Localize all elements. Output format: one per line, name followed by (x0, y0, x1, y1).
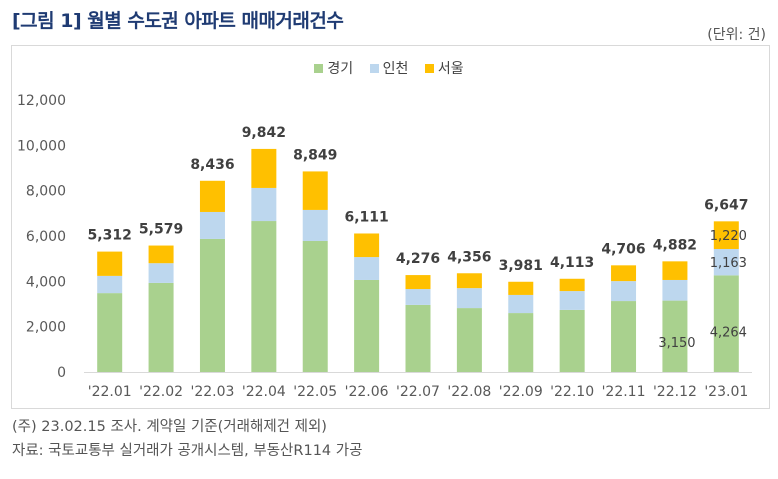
total-label: 9,842 (242, 125, 286, 141)
x-tick-label: '22.10 (550, 384, 594, 400)
x-tick-label: '22.06 (345, 384, 389, 400)
total-label: 4,276 (396, 251, 440, 267)
bar-segment-seoul (713, 221, 739, 249)
legend-swatch-incheon (369, 63, 379, 73)
figure-title: [그림 1] 월별 수도권 아파트 매매거래건수 (12, 10, 344, 32)
x-tick-label: '22.01 (88, 384, 132, 400)
bar-segment-gyeonggi (559, 309, 585, 372)
y-tick-label: 8,000 (26, 184, 66, 200)
segment-label: 3,150 (658, 336, 695, 351)
y-tick-label: 2,000 (26, 320, 66, 336)
legend-label-seoul: 서울 (437, 61, 464, 77)
total-label: 8,436 (190, 157, 234, 173)
bar-segment-seoul (97, 251, 123, 276)
y-tick-label: 4,000 (26, 274, 66, 290)
total-label: 4,706 (601, 241, 645, 257)
bar-segment-seoul (354, 233, 380, 258)
total-label: 5,579 (139, 222, 183, 238)
bar-segment-seoul (662, 261, 688, 280)
bar-segment-incheon (354, 257, 380, 280)
segment-label: 1,220 (710, 229, 747, 244)
x-tick-label: '22.05 (293, 384, 337, 400)
footnote-source: 자료: 국토교통부 실거래가 공개시스템, 부동산R114 가공 (12, 443, 363, 459)
legend-item-incheon: 인천 (369, 58, 409, 78)
total-label: 4,882 (653, 237, 697, 253)
bar-segment-seoul (302, 171, 328, 210)
bar-segment-gyeonggi (251, 221, 277, 372)
bar-segment-gyeonggi (611, 301, 637, 372)
bar-segment-seoul (251, 148, 277, 188)
bar-segment-incheon (405, 289, 431, 305)
legend: 경기 인천 서울 (0, 58, 778, 78)
bar-segment-seoul (611, 265, 637, 282)
unit-label: (단위: 건) (707, 27, 766, 43)
total-label: 4,113 (550, 255, 594, 271)
y-tick-label: 12,000 (17, 93, 66, 109)
x-tick-label: '22.04 (242, 384, 286, 400)
bar-segment-seoul (559, 278, 585, 292)
bar-segment-seoul (508, 281, 534, 295)
bar-segment-gyeonggi (199, 238, 225, 372)
segment-label: 1,163 (710, 256, 747, 271)
bar-segment-incheon (662, 279, 688, 301)
x-tick-label: '22.11 (602, 384, 646, 400)
bar-segment-seoul (405, 275, 431, 290)
bar-segment-gyeonggi (405, 304, 431, 372)
bar-segment-gyeonggi (508, 313, 534, 372)
x-tick-label: '22.12 (653, 384, 697, 400)
bar-segment-incheon (713, 248, 739, 276)
total-label: 4,356 (447, 249, 491, 265)
bar-segment-incheon (302, 209, 328, 241)
total-label: 5,312 (88, 228, 132, 244)
bar-segment-gyeonggi (302, 240, 328, 372)
total-label: 6,111 (344, 209, 388, 225)
y-tick-label: 10,000 (17, 138, 66, 154)
bar-segment-gyeonggi (456, 308, 482, 372)
legend-item-seoul: 서울 (424, 58, 464, 78)
bar-segment-incheon (611, 281, 637, 302)
x-tick-label: '22.07 (396, 384, 440, 400)
bar-segment-seoul (199, 180, 225, 212)
bar-segment-gyeonggi (662, 300, 688, 372)
bar-segment-gyeonggi (97, 293, 123, 372)
legend-item-gyeonggi: 경기 (314, 58, 353, 78)
bar-segment-incheon (148, 263, 174, 283)
bar-segment-incheon (456, 288, 482, 309)
bar-segment-seoul (148, 245, 174, 264)
legend-label-incheon: 인천 (382, 61, 409, 77)
legend-swatch-seoul (424, 63, 434, 73)
segment-label: 4,264 (710, 325, 747, 340)
bar-segment-gyeonggi (148, 282, 174, 372)
x-tick-label: '22.02 (139, 384, 183, 400)
bar-segment-gyeonggi (713, 275, 739, 372)
bar-segment-seoul (456, 273, 482, 289)
legend-label-gyeonggi: 경기 (327, 61, 354, 77)
x-tick-label: '22.09 (499, 384, 543, 400)
footnote-note: (주) 23.02.15 조사. 계약일 기준(거래해제건 제외) (12, 419, 327, 435)
x-tick-label: '22.03 (190, 384, 234, 400)
bar-segment-incheon (559, 291, 585, 310)
bar-segment-incheon (508, 294, 534, 314)
total-label: 3,981 (499, 258, 543, 274)
y-tick-label: 6,000 (26, 229, 66, 245)
total-label: 6,647 (704, 197, 748, 213)
y-tick-label: 0 (57, 365, 66, 381)
bar-segment-incheon (251, 187, 277, 222)
bar-segment-incheon (97, 275, 123, 294)
bar-segment-incheon (199, 211, 225, 239)
footnotes: (주) 23.02.15 조사. 계약일 기준(거래해제건 제외) 자료: 국토… (12, 415, 362, 463)
bar-segment-gyeonggi (354, 279, 380, 372)
total-label: 8,849 (293, 147, 337, 163)
legend-swatch-gyeonggi (314, 63, 324, 73)
x-tick-label: '22.08 (447, 384, 491, 400)
x-tick-label: '23.01 (704, 384, 748, 400)
chart-frame (11, 45, 770, 409)
